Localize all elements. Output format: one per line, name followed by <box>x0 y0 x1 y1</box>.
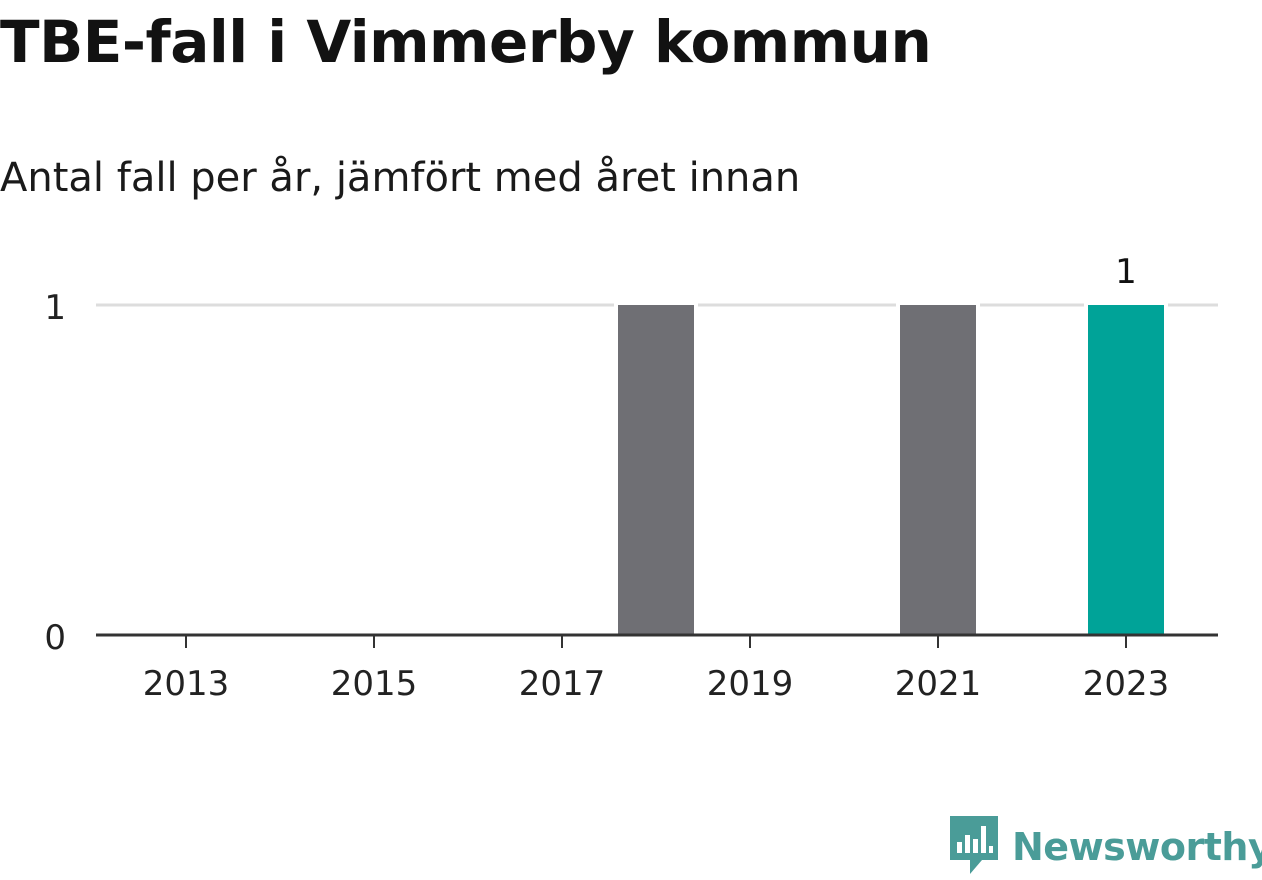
x-tick-label: 2021 <box>895 664 982 704</box>
bar-chart: 0 1 2013 2015 2017 2019 2021 2023 1 <box>44 252 1218 704</box>
bar-2021 <box>900 305 976 635</box>
y-tick-label: 0 <box>44 618 66 658</box>
data-label-2023: 1 <box>1115 252 1137 292</box>
bar-2018 <box>618 305 694 635</box>
labels: 0 1 2013 2015 2017 2019 2021 2023 1 <box>44 252 1169 704</box>
x-tick-label: 2013 <box>143 664 230 704</box>
brand-logo: Newsworthy <box>948 816 1262 878</box>
x-tick-label: 2015 <box>331 664 418 704</box>
chart-subtitle: Antal fall per år, jämfört med året inna… <box>0 155 801 201</box>
axes <box>96 633 1218 648</box>
chart-title: TBE-fall i Vimmerby kommun <box>0 8 932 76</box>
brand-name: Newsworthy <box>1012 825 1262 869</box>
newsworthy-logo-icon <box>948 814 1000 880</box>
x-tick-label: 2019 <box>707 664 794 704</box>
x-tick-label: 2017 <box>519 664 606 704</box>
bars <box>614 301 1168 635</box>
bar-2023 <box>1088 305 1164 635</box>
y-tick-label: 1 <box>44 288 66 328</box>
x-tick-label: 2023 <box>1083 664 1170 704</box>
